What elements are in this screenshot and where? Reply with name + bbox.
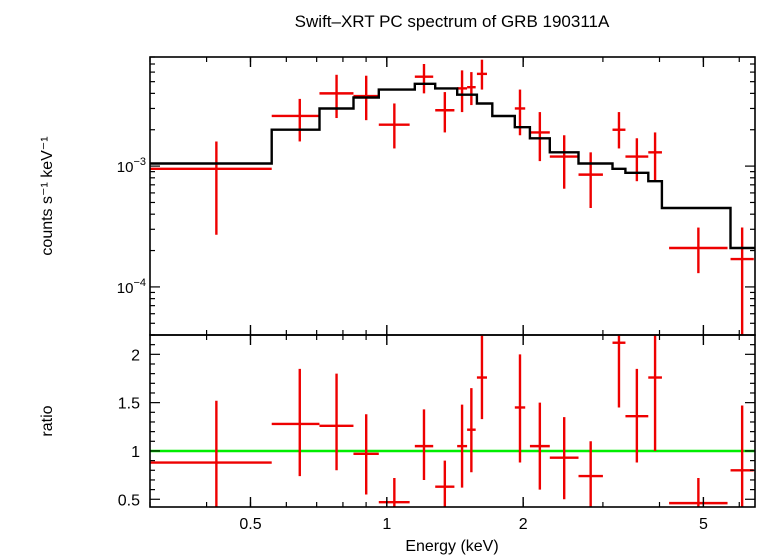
data-point: [378, 103, 410, 149]
ratio-panel-frame: [149, 334, 756, 508]
spectrum-panel: 10−3 10−4 counts s⁻¹ keV⁻¹: [39, 56, 756, 336]
data-point: [612, 335, 626, 408]
data-point: [578, 152, 603, 209]
y-tick-label: 1.5: [118, 396, 140, 413]
data-point: [669, 227, 728, 274]
data-point: [414, 409, 434, 480]
y-tick-label: 1: [131, 444, 140, 461]
x-tick-label: 1: [382, 516, 391, 533]
data-point: [476, 59, 487, 90]
data-point: [514, 89, 526, 136]
y-tick-label: 2: [131, 347, 140, 364]
data-point: [378, 478, 410, 507]
y-tick-label: 10−4: [117, 277, 146, 297]
data-point: [435, 460, 455, 507]
x-axis-label: Energy (keV): [405, 538, 498, 555]
data-point: [529, 112, 550, 162]
x-tick-label: 5: [699, 516, 708, 533]
data-point: [467, 388, 476, 473]
x-tick-label: 0.5: [239, 516, 261, 533]
ratio-panel: 0.5 1 2 5 0.5 1 1.5 2 ratio: [39, 334, 756, 533]
data-point: [271, 368, 320, 477]
data-point: [150, 141, 272, 235]
data-point: [648, 132, 662, 182]
data-point: [529, 402, 550, 490]
data-point: [730, 405, 754, 507]
spectrum-y-axis-label: counts s⁻¹ keV⁻¹: [39, 136, 56, 255]
data-point: [549, 417, 579, 500]
data-point: [730, 227, 754, 335]
y-tick-label: 0.5: [118, 492, 140, 509]
spectrum-panel-frame: [149, 56, 756, 336]
data-point: [457, 70, 468, 113]
data-point: [414, 64, 434, 94]
data-point: [625, 368, 649, 463]
data-point: [319, 373, 354, 471]
data-point: [514, 354, 526, 463]
data-point: [319, 74, 354, 119]
data-point: [648, 335, 662, 451]
data-point: [549, 135, 579, 189]
data-point: [669, 478, 728, 507]
data-point: [467, 72, 476, 106]
data-point: [612, 112, 626, 149]
x-tick-label: 2: [519, 516, 528, 533]
data-point: [353, 414, 379, 495]
data-point: [271, 98, 320, 142]
data-point: [457, 404, 468, 488]
data-point: [476, 335, 487, 420]
data-point: [578, 441, 603, 507]
data-point: [625, 138, 649, 182]
data-point: [435, 92, 455, 133]
model-curve: [150, 82, 755, 250]
data-point: [150, 400, 272, 507]
chart-title: Swift–XRT PC spectrum of GRB 190311A: [295, 12, 610, 31]
y-tick-label: 10−3: [117, 156, 146, 176]
ratio-y-axis-label: ratio: [39, 405, 56, 436]
